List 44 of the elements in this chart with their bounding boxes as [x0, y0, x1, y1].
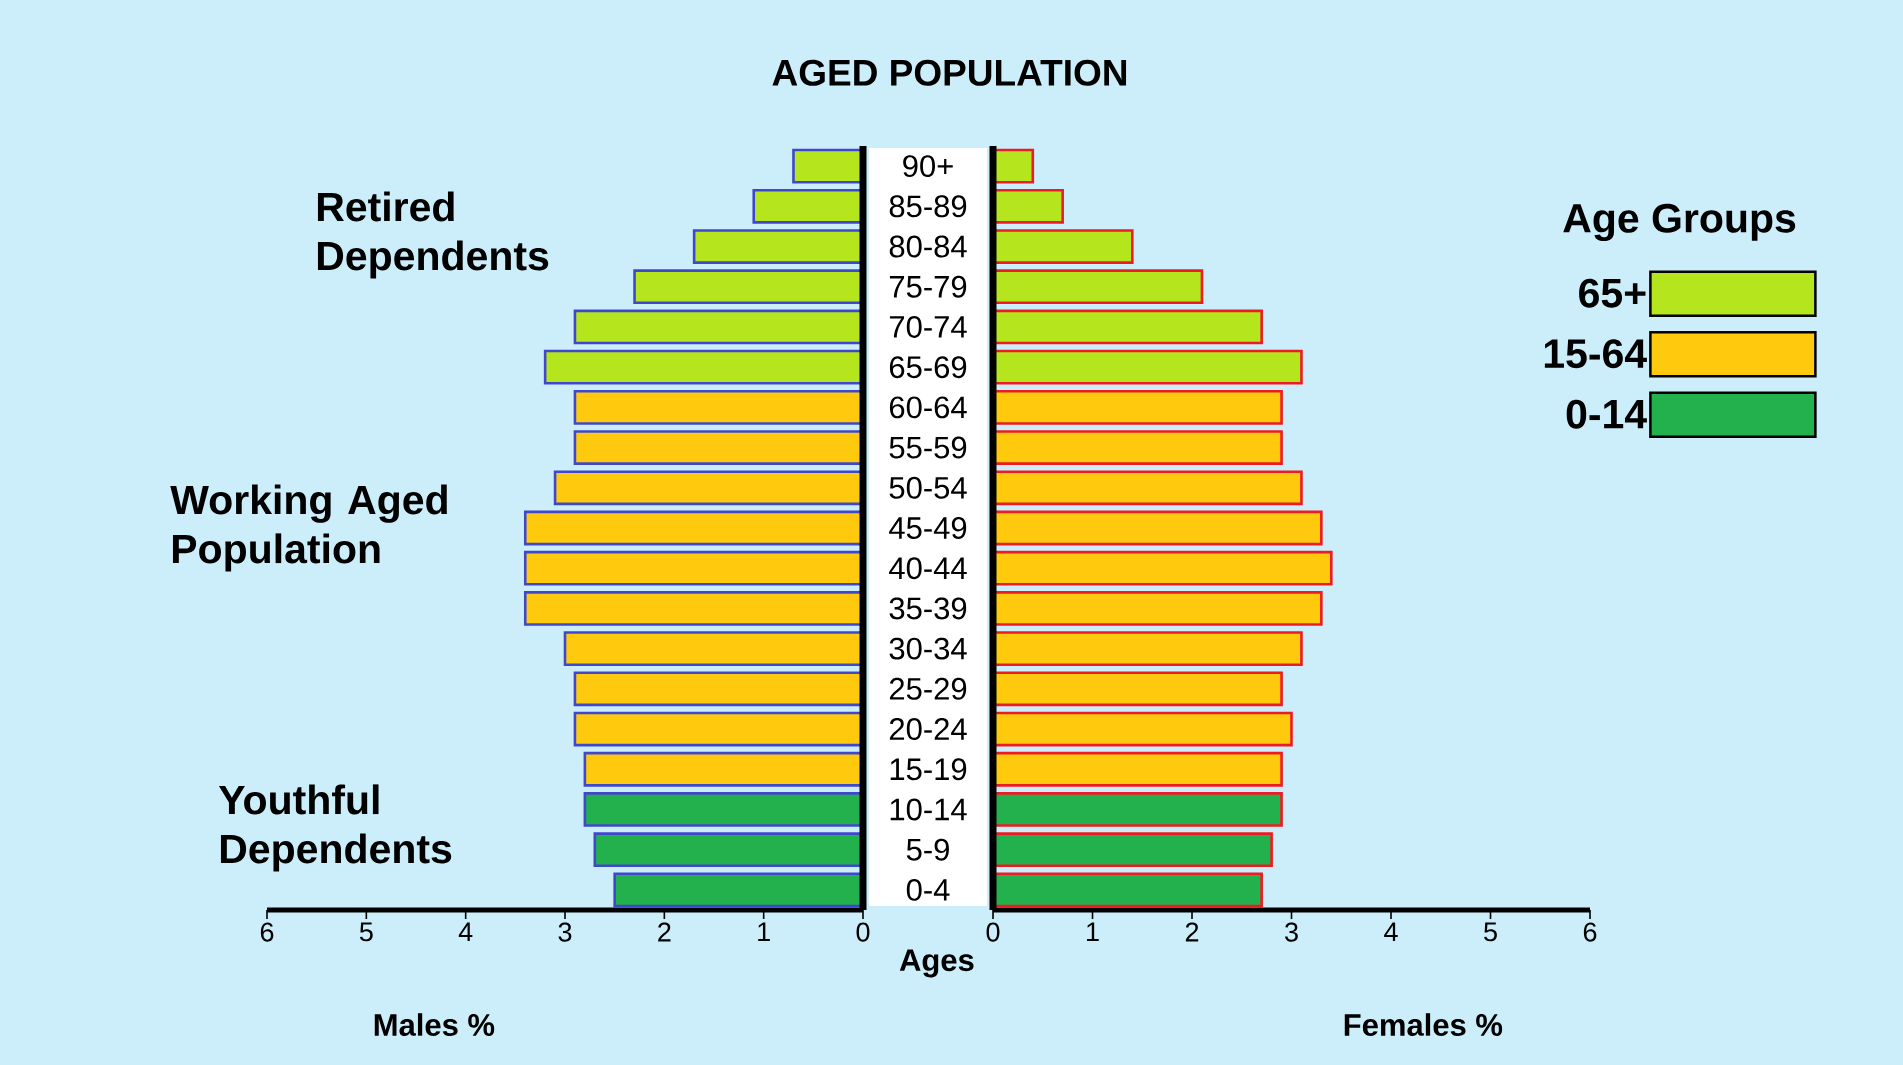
y-tick-label: 5-9	[906, 838, 949, 861]
x-tick-label: 2	[1185, 922, 1199, 942]
x-tick-label: 5	[1484, 922, 1497, 942]
x-tick-label: 1	[758, 922, 770, 942]
legend-label: 65+	[1579, 278, 1646, 308]
y-tick-label: 50-54	[889, 476, 967, 499]
y-tick-label: 75-79	[889, 275, 967, 298]
y-tick-label: 10-14	[890, 798, 967, 821]
text: AGED POPULATION	[772, 59, 1127, 86]
annotation: Retired Dependents	[317, 191, 549, 279]
x-tick-label: 5	[359, 922, 373, 942]
y-tick-label: 0-4	[906, 878, 950, 901]
x-tick-label: 4	[1384, 922, 1398, 942]
x-tick-label: 0	[856, 922, 870, 942]
y-tick-label: 85-89	[889, 195, 967, 218]
y-tick-label: 80-84	[889, 235, 967, 258]
x-tick-label: 6	[1583, 922, 1597, 942]
x-axis-title: Males %	[374, 1013, 495, 1036]
y-tick-label: 20-24	[889, 718, 967, 741]
y-tick-label: 70-74	[889, 315, 967, 338]
y-tick-label: 90+	[903, 155, 953, 178]
legend-title: Age Groups	[1563, 203, 1796, 242]
y-tick-label: 30-34	[889, 637, 967, 660]
annotation: Working Aged Population	[170, 484, 447, 572]
y-tick-label: 35-39	[889, 597, 967, 620]
legend-label: 0-14	[1566, 399, 1647, 429]
y-tick-label: 65-69	[889, 356, 967, 379]
y-axis-title: Ages	[899, 949, 974, 978]
y-tick-label: 25-29	[889, 677, 967, 700]
x-tick-label: 2	[658, 922, 671, 942]
x-axis-title: Females %	[1344, 1013, 1503, 1036]
annotation: Youthful Dependents	[218, 784, 452, 872]
x-tick-label: 0	[986, 922, 1000, 942]
x-tick-label: 3	[558, 922, 572, 942]
y-tick-label: 55-59	[889, 436, 967, 459]
x-tick-label: 4	[458, 922, 473, 942]
x-tick-label: 3	[1285, 922, 1298, 942]
y-tick-label: 40-44	[889, 557, 967, 580]
y-tick-label: 60-64	[889, 396, 967, 419]
legend-label: 15-64	[1544, 339, 1647, 369]
x-tick-label: 6	[260, 922, 274, 942]
y-tick-label: 15-19	[890, 758, 967, 781]
y-tick-label: 45-49	[889, 517, 967, 539]
x-tick-label: 1	[1087, 922, 1099, 942]
